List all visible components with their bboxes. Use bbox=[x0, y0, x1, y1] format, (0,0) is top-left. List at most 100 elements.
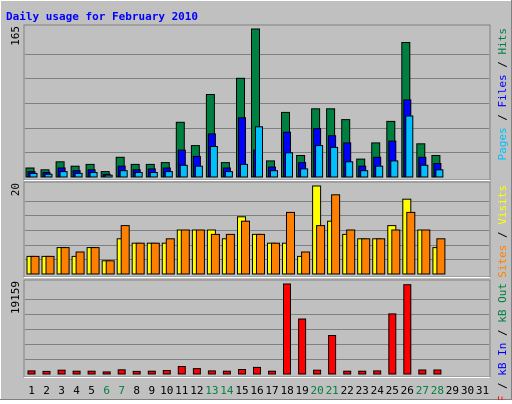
bar-kb-f bbox=[192, 368, 201, 375]
panel-kbytes: 19159kB F / kB In / kB Out bbox=[9, 279, 509, 404]
x-tick-label: 31 bbox=[476, 384, 489, 397]
x-tick-label: 16 bbox=[250, 384, 263, 397]
bar-pages bbox=[375, 165, 384, 178]
x-tick-label: 30 bbox=[461, 384, 474, 397]
bar-sites bbox=[301, 251, 311, 275]
bar-kb-f bbox=[207, 370, 216, 375]
bar-kb-f bbox=[177, 366, 186, 375]
bar-kb-f bbox=[102, 371, 111, 375]
bar-pages bbox=[435, 169, 444, 178]
bar-kb-f bbox=[222, 370, 231, 375]
bar-pages bbox=[240, 163, 248, 178]
x-axis-labels: 1 2 3 4 5 6 7 8 9 10 11 12 13 14 15 16 17 18 19 20 21 22 23 24 2… bbox=[28, 384, 489, 397]
x-tick-label: 28 bbox=[431, 384, 444, 397]
bar-sites bbox=[105, 260, 115, 275]
bar-sites bbox=[120, 225, 130, 275]
legend-entry: / bbox=[496, 323, 509, 343]
bar-kb-f bbox=[238, 369, 246, 375]
bar-pages bbox=[405, 115, 414, 178]
x-tick-label: 2 bbox=[43, 384, 50, 397]
bar-sites bbox=[316, 225, 326, 275]
bar-kb-f bbox=[433, 369, 442, 375]
bar-kb-f bbox=[313, 369, 322, 375]
bar-kb-f bbox=[253, 366, 261, 375]
bar-kb-f bbox=[388, 313, 397, 375]
x-tick-label: 3 bbox=[58, 384, 65, 397]
x-tick-label: 1 bbox=[28, 384, 35, 397]
bar-sites bbox=[60, 247, 70, 275]
bar-kb-f bbox=[87, 370, 96, 375]
bar-kb-f bbox=[358, 370, 367, 375]
bar-sites bbox=[90, 247, 100, 275]
bar-kb-f bbox=[298, 318, 307, 375]
legend-entry: / bbox=[496, 108, 509, 128]
x-tick-label: 29 bbox=[446, 384, 459, 397]
x-tick-label: 6 bbox=[103, 384, 110, 397]
bar-pages bbox=[89, 172, 98, 178]
bar-sites bbox=[346, 229, 356, 275]
y-max-label: 19159 bbox=[9, 281, 22, 314]
bar-pages bbox=[119, 170, 128, 178]
panel-hits_files_pages: 165 Pages / Files / Hits bbox=[9, 24, 509, 181]
x-tick-label: 13 bbox=[205, 384, 218, 397]
x-tick-label: 7 bbox=[118, 384, 125, 397]
bar-pages bbox=[134, 172, 143, 178]
x-tick-label: 27 bbox=[416, 384, 429, 397]
bar-pages bbox=[420, 164, 429, 178]
bar-sites bbox=[135, 242, 145, 275]
bar-kb-f bbox=[72, 370, 81, 375]
bar-sites bbox=[421, 229, 431, 275]
bar-sites bbox=[30, 255, 40, 275]
bar-sites bbox=[391, 229, 401, 275]
chart-title: Daily usage for February 2010 bbox=[6, 10, 198, 23]
x-tick-label: 8 bbox=[133, 384, 140, 397]
x-tick-label: 26 bbox=[401, 384, 414, 397]
bar-pages bbox=[330, 146, 339, 178]
bar-kb-f bbox=[268, 370, 276, 375]
bar-sites bbox=[376, 238, 386, 275]
bar-pages bbox=[44, 173, 53, 178]
bar-kb-f bbox=[132, 370, 141, 375]
bar-pages bbox=[315, 145, 324, 178]
bar-kb-f bbox=[343, 370, 352, 375]
x-tick-label: 22 bbox=[341, 384, 354, 397]
x-tick-label: 10 bbox=[160, 384, 173, 397]
bar-sites bbox=[271, 242, 280, 275]
legend-entry: Sites bbox=[496, 245, 509, 278]
bar-pages bbox=[29, 172, 38, 178]
bar-sites bbox=[256, 233, 265, 275]
x-tick-label: 23 bbox=[356, 384, 369, 397]
legend-entry: kB Out bbox=[496, 283, 509, 323]
bar-kb-f bbox=[42, 370, 51, 375]
bar-sites bbox=[225, 233, 235, 275]
bar-pages bbox=[149, 172, 158, 178]
x-tick-label: 5 bbox=[88, 384, 95, 397]
bar-sites bbox=[406, 211, 416, 275]
legend-entry: / bbox=[496, 55, 509, 75]
bar-pages bbox=[209, 146, 218, 178]
x-tick-label: 15 bbox=[235, 384, 248, 397]
x-tick-label: 24 bbox=[371, 384, 385, 397]
bar-pages bbox=[104, 174, 113, 178]
bar-kb-f bbox=[283, 283, 291, 375]
bar-pages bbox=[164, 171, 173, 178]
bar-sites bbox=[436, 238, 446, 275]
bar-kb-f bbox=[403, 284, 412, 375]
y-max-label: 165 bbox=[9, 26, 22, 46]
legend-entry: Files bbox=[496, 74, 509, 107]
bar-kb-f bbox=[373, 370, 382, 375]
bar-pages bbox=[224, 171, 233, 178]
bar-pages bbox=[59, 171, 68, 178]
bar-kb-f bbox=[162, 370, 171, 375]
bar-pages bbox=[179, 164, 188, 178]
bar-pages bbox=[74, 172, 83, 178]
bar-sites bbox=[241, 220, 250, 275]
x-tick-label: 9 bbox=[148, 384, 155, 397]
legend-entry: Pages bbox=[496, 127, 509, 160]
y-max-label: 20 bbox=[9, 183, 22, 196]
bar-sites bbox=[165, 238, 175, 275]
bar-sites bbox=[361, 238, 371, 275]
bar-kb-f bbox=[418, 369, 427, 375]
x-tick-label: 19 bbox=[295, 384, 308, 397]
